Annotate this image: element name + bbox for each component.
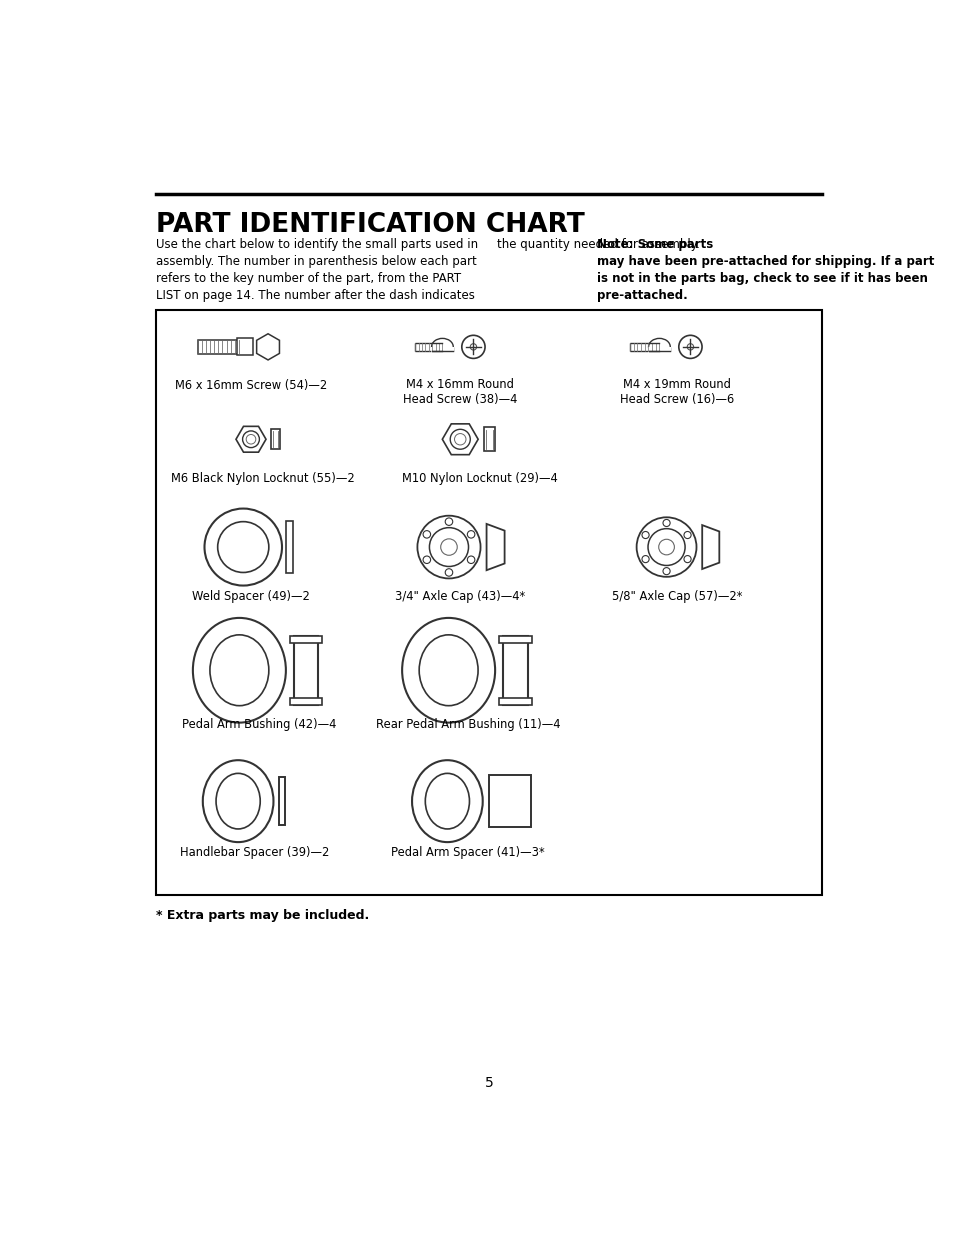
Text: 5: 5	[484, 1076, 493, 1091]
Polygon shape	[442, 424, 477, 454]
Ellipse shape	[431, 338, 453, 356]
Bar	[279, 777, 285, 825]
Bar	[290, 698, 322, 705]
Text: PART IDENTIFICATION CHART: PART IDENTIFICATION CHART	[155, 212, 584, 238]
Polygon shape	[256, 333, 279, 359]
Circle shape	[246, 435, 255, 445]
Ellipse shape	[412, 761, 482, 842]
Circle shape	[461, 336, 484, 358]
Circle shape	[422, 556, 430, 563]
Circle shape	[641, 556, 648, 563]
Text: 5/8" Axle Cap (57)—2*: 5/8" Axle Cap (57)—2*	[612, 590, 741, 603]
Text: M6 x 16mm Screw (54)—2: M6 x 16mm Screw (54)—2	[174, 379, 327, 393]
Ellipse shape	[203, 761, 274, 842]
Text: the quantity needed for assembly.: the quantity needed for assembly.	[497, 237, 702, 251]
Ellipse shape	[402, 618, 495, 722]
Ellipse shape	[210, 635, 269, 705]
Circle shape	[217, 521, 269, 573]
Bar	[290, 636, 322, 642]
Circle shape	[445, 569, 453, 577]
Bar	[286, 521, 293, 573]
Bar	[483, 427, 495, 451]
Circle shape	[636, 517, 696, 577]
Text: Pedal Arm Bushing (42)—4: Pedal Arm Bushing (42)—4	[181, 718, 335, 731]
Circle shape	[450, 430, 470, 450]
Text: 3/4" Axle Cap (43)—4*: 3/4" Axle Cap (43)—4*	[395, 590, 525, 603]
Circle shape	[647, 529, 684, 566]
Bar	[648, 347, 670, 351]
Ellipse shape	[193, 618, 286, 722]
Text: Pedal Arm Spacer (41)—3*: Pedal Arm Spacer (41)—3*	[391, 846, 544, 858]
Text: Rear Pedal Arm Bushing (11)—4: Rear Pedal Arm Bushing (11)—4	[375, 718, 559, 731]
Bar	[502, 636, 527, 705]
Text: Use the chart below to identify the small parts used in
assembly. The number in : Use the chart below to identify the smal…	[155, 237, 477, 301]
Bar	[271, 429, 280, 450]
Bar	[498, 636, 531, 642]
Bar	[431, 347, 454, 358]
Circle shape	[641, 531, 648, 538]
Circle shape	[683, 556, 690, 563]
Circle shape	[422, 531, 430, 538]
Bar	[294, 636, 318, 705]
Circle shape	[445, 517, 453, 525]
Text: M10 Nylon Locknut (29)—4: M10 Nylon Locknut (29)—4	[401, 472, 557, 484]
Text: M4 x 19mm Round
Head Screw (16)—6: M4 x 19mm Round Head Screw (16)—6	[619, 378, 734, 405]
Bar	[198, 340, 238, 353]
Circle shape	[417, 516, 480, 578]
Bar	[415, 343, 442, 351]
Polygon shape	[486, 524, 504, 571]
Text: M6 Black Nylon Locknut (55)—2: M6 Black Nylon Locknut (55)—2	[171, 472, 355, 484]
Text: Weld Spacer (49)—2: Weld Spacer (49)—2	[192, 590, 310, 603]
Text: M4 x 16mm Round
Head Screw (38)—4: M4 x 16mm Round Head Screw (38)—4	[402, 378, 517, 405]
Bar	[498, 698, 531, 705]
Bar	[488, 774, 531, 827]
Text: Handlebar Spacer (39)—2: Handlebar Spacer (39)—2	[180, 846, 329, 858]
Text: * Extra parts may be included.: * Extra parts may be included.	[155, 909, 369, 923]
Circle shape	[662, 568, 669, 574]
Bar	[629, 343, 659, 351]
Circle shape	[429, 527, 468, 567]
Ellipse shape	[648, 338, 670, 356]
Ellipse shape	[418, 635, 477, 705]
Circle shape	[454, 433, 465, 445]
Circle shape	[686, 343, 693, 350]
Ellipse shape	[215, 773, 260, 829]
Circle shape	[440, 538, 456, 556]
Circle shape	[683, 531, 690, 538]
Circle shape	[242, 431, 259, 447]
Ellipse shape	[425, 773, 469, 829]
Polygon shape	[235, 426, 266, 452]
Circle shape	[662, 520, 669, 526]
Circle shape	[467, 531, 475, 538]
Bar	[431, 347, 453, 351]
Polygon shape	[701, 525, 719, 569]
Circle shape	[470, 343, 476, 350]
Bar	[236, 338, 253, 356]
Circle shape	[204, 509, 282, 585]
Circle shape	[679, 336, 701, 358]
Circle shape	[467, 556, 475, 563]
Text: Note: Some parts
may have been pre-attached for shipping. If a part
is not in th: Note: Some parts may have been pre-attac…	[597, 237, 934, 301]
Circle shape	[658, 540, 674, 555]
Bar	[155, 310, 821, 895]
Bar	[647, 347, 670, 358]
